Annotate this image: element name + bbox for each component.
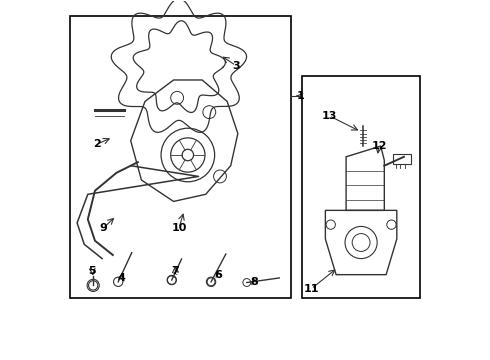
Text: 9: 9 bbox=[99, 223, 107, 233]
Text: 4: 4 bbox=[118, 273, 126, 283]
Bar bbox=[70, 16, 292, 298]
Text: 11: 11 bbox=[303, 284, 319, 294]
Text: 1: 1 bbox=[296, 91, 304, 101]
Text: 13: 13 bbox=[321, 111, 337, 121]
Text: 3: 3 bbox=[232, 61, 240, 71]
Text: 5: 5 bbox=[89, 266, 96, 276]
Text: 8: 8 bbox=[250, 277, 258, 287]
Text: 7: 7 bbox=[172, 266, 179, 276]
Text: 10: 10 bbox=[171, 223, 187, 233]
Bar bbox=[393, 154, 411, 164]
Text: 2: 2 bbox=[93, 139, 100, 149]
Bar bbox=[302, 76, 420, 298]
Text: 12: 12 bbox=[371, 141, 387, 151]
Text: 6: 6 bbox=[214, 270, 222, 280]
